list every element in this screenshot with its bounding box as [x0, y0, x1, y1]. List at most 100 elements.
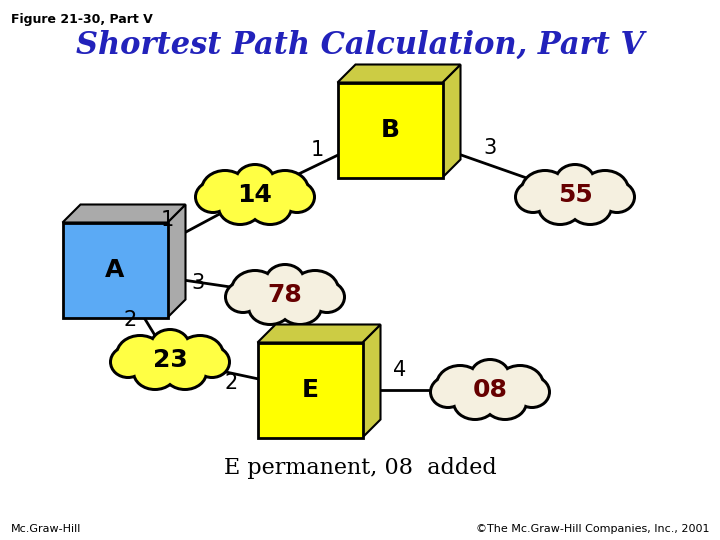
Text: 4: 4	[393, 360, 407, 380]
Ellipse shape	[224, 280, 262, 314]
Ellipse shape	[230, 269, 280, 311]
Ellipse shape	[495, 364, 545, 406]
Ellipse shape	[482, 383, 528, 421]
Ellipse shape	[554, 163, 596, 199]
Ellipse shape	[135, 356, 175, 388]
Ellipse shape	[311, 283, 343, 311]
Ellipse shape	[247, 288, 293, 326]
Polygon shape	[168, 205, 186, 318]
Text: 2: 2	[123, 310, 137, 330]
Ellipse shape	[598, 180, 636, 214]
Ellipse shape	[254, 270, 316, 320]
Ellipse shape	[308, 280, 346, 314]
Ellipse shape	[115, 334, 165, 376]
Ellipse shape	[516, 378, 548, 406]
Ellipse shape	[537, 188, 583, 226]
Text: Figure 21-30, Part V: Figure 21-30, Part V	[11, 14, 153, 26]
Ellipse shape	[547, 173, 603, 217]
Ellipse shape	[523, 172, 567, 208]
Text: Mc.Graw-Hill: Mc.Graw-Hill	[11, 523, 81, 534]
Ellipse shape	[200, 169, 250, 211]
Ellipse shape	[498, 367, 542, 403]
Text: 55: 55	[557, 183, 593, 207]
Text: 2: 2	[225, 373, 238, 393]
Ellipse shape	[280, 291, 320, 323]
Ellipse shape	[429, 375, 467, 409]
Ellipse shape	[109, 345, 147, 379]
Ellipse shape	[142, 338, 198, 382]
FancyBboxPatch shape	[258, 342, 362, 437]
Ellipse shape	[462, 368, 518, 412]
Polygon shape	[63, 205, 186, 222]
Text: A: A	[105, 258, 125, 282]
Ellipse shape	[250, 191, 290, 223]
Ellipse shape	[277, 288, 323, 326]
Ellipse shape	[455, 386, 495, 418]
Polygon shape	[362, 325, 380, 437]
Ellipse shape	[194, 180, 232, 214]
Ellipse shape	[178, 337, 222, 373]
Ellipse shape	[203, 172, 247, 208]
Ellipse shape	[267, 266, 303, 296]
Text: ©The Mc.Graw-Hill Companies, Inc., 2001: ©The Mc.Graw-Hill Companies, Inc., 2001	[476, 523, 709, 534]
Text: 08: 08	[472, 378, 508, 402]
Ellipse shape	[149, 328, 191, 364]
Polygon shape	[338, 64, 461, 83]
Text: E permanent, 08  added: E permanent, 08 added	[224, 457, 496, 479]
FancyBboxPatch shape	[63, 222, 168, 318]
FancyBboxPatch shape	[338, 83, 443, 178]
Text: B: B	[380, 118, 400, 142]
Text: 23: 23	[153, 348, 187, 372]
Ellipse shape	[459, 365, 521, 415]
Ellipse shape	[227, 173, 283, 217]
Text: 78: 78	[268, 283, 302, 307]
Ellipse shape	[520, 169, 570, 211]
Ellipse shape	[237, 166, 273, 196]
Ellipse shape	[583, 172, 627, 208]
Ellipse shape	[234, 163, 276, 199]
Ellipse shape	[257, 273, 313, 317]
Ellipse shape	[438, 367, 482, 403]
Ellipse shape	[513, 375, 551, 409]
Ellipse shape	[260, 169, 310, 211]
Ellipse shape	[281, 183, 313, 211]
Ellipse shape	[165, 356, 205, 388]
Ellipse shape	[196, 348, 228, 376]
Ellipse shape	[517, 183, 549, 211]
Text: 1: 1	[310, 140, 323, 160]
Ellipse shape	[293, 272, 337, 308]
Text: Shortest Path Calculation, Part V: Shortest Path Calculation, Part V	[76, 30, 644, 60]
Ellipse shape	[432, 378, 464, 406]
Ellipse shape	[544, 170, 606, 220]
Ellipse shape	[514, 180, 552, 214]
Ellipse shape	[247, 188, 293, 226]
Ellipse shape	[540, 191, 580, 223]
Polygon shape	[443, 64, 461, 178]
Ellipse shape	[567, 188, 613, 226]
Text: E: E	[302, 378, 318, 402]
Text: 3: 3	[192, 273, 204, 293]
Ellipse shape	[601, 183, 633, 211]
Ellipse shape	[452, 383, 498, 421]
Ellipse shape	[197, 183, 229, 211]
Ellipse shape	[472, 361, 508, 391]
Ellipse shape	[250, 291, 290, 323]
Text: 14: 14	[238, 183, 272, 207]
Ellipse shape	[118, 337, 162, 373]
Ellipse shape	[570, 191, 610, 223]
Ellipse shape	[263, 172, 307, 208]
Ellipse shape	[220, 191, 260, 223]
Ellipse shape	[217, 188, 263, 226]
Text: 3: 3	[483, 138, 497, 158]
Text: 1: 1	[161, 210, 174, 230]
Ellipse shape	[435, 364, 485, 406]
Ellipse shape	[132, 353, 178, 391]
Ellipse shape	[557, 166, 593, 196]
Ellipse shape	[290, 269, 340, 311]
Ellipse shape	[112, 348, 144, 376]
Ellipse shape	[264, 263, 306, 299]
Ellipse shape	[485, 386, 525, 418]
Ellipse shape	[278, 180, 316, 214]
Ellipse shape	[139, 335, 201, 385]
Ellipse shape	[152, 331, 188, 361]
